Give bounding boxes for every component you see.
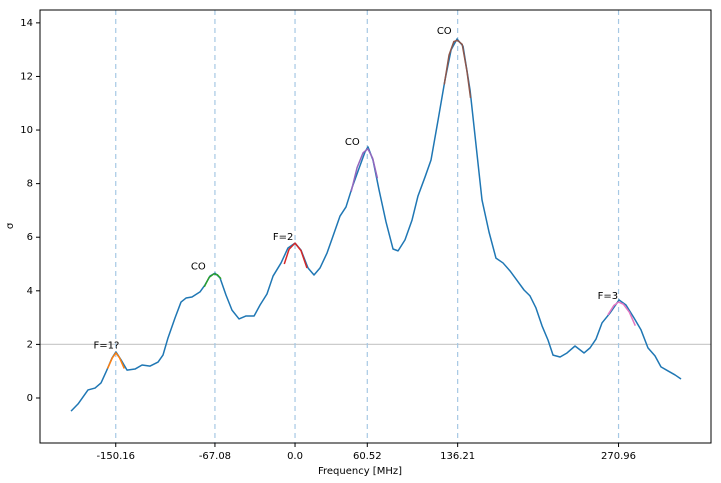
annotation: CO xyxy=(345,137,360,148)
data-line xyxy=(607,301,636,326)
data-line xyxy=(283,242,308,269)
annotation: F=2 xyxy=(273,232,294,243)
x-tick-label: 270.96 xyxy=(601,451,636,462)
data-line xyxy=(70,38,682,412)
y-tick-label: 8 xyxy=(27,179,33,190)
y-tick-label: 14 xyxy=(20,18,33,29)
y-axis-label: σ xyxy=(5,222,16,229)
x-tick-label: -67.08 xyxy=(199,451,231,462)
x-tick-label: 60.52 xyxy=(353,451,382,462)
annotation: CO xyxy=(437,26,452,37)
y-tick-label: 6 xyxy=(27,232,33,243)
data-line xyxy=(106,352,125,369)
y-tick-label: 0 xyxy=(27,393,33,404)
x-tick-label: -150.16 xyxy=(96,451,135,462)
y-tick-label: 12 xyxy=(20,71,33,82)
plot-frame xyxy=(39,9,712,444)
y-tick-label: 10 xyxy=(20,125,33,136)
x-axis-label: Frequency [MHz] xyxy=(318,466,402,477)
y-tick-label: 2 xyxy=(27,339,33,350)
y-tick-label: 4 xyxy=(27,286,33,297)
x-tick-label: 136.21 xyxy=(440,451,475,462)
x-tick-label: 0.0 xyxy=(287,451,303,462)
annotation: CO xyxy=(191,262,206,273)
data-line xyxy=(203,273,222,288)
data-line xyxy=(350,148,379,192)
annotation: F=1? xyxy=(93,341,119,352)
data-line xyxy=(443,39,472,98)
annotation: F=3 xyxy=(598,291,619,302)
